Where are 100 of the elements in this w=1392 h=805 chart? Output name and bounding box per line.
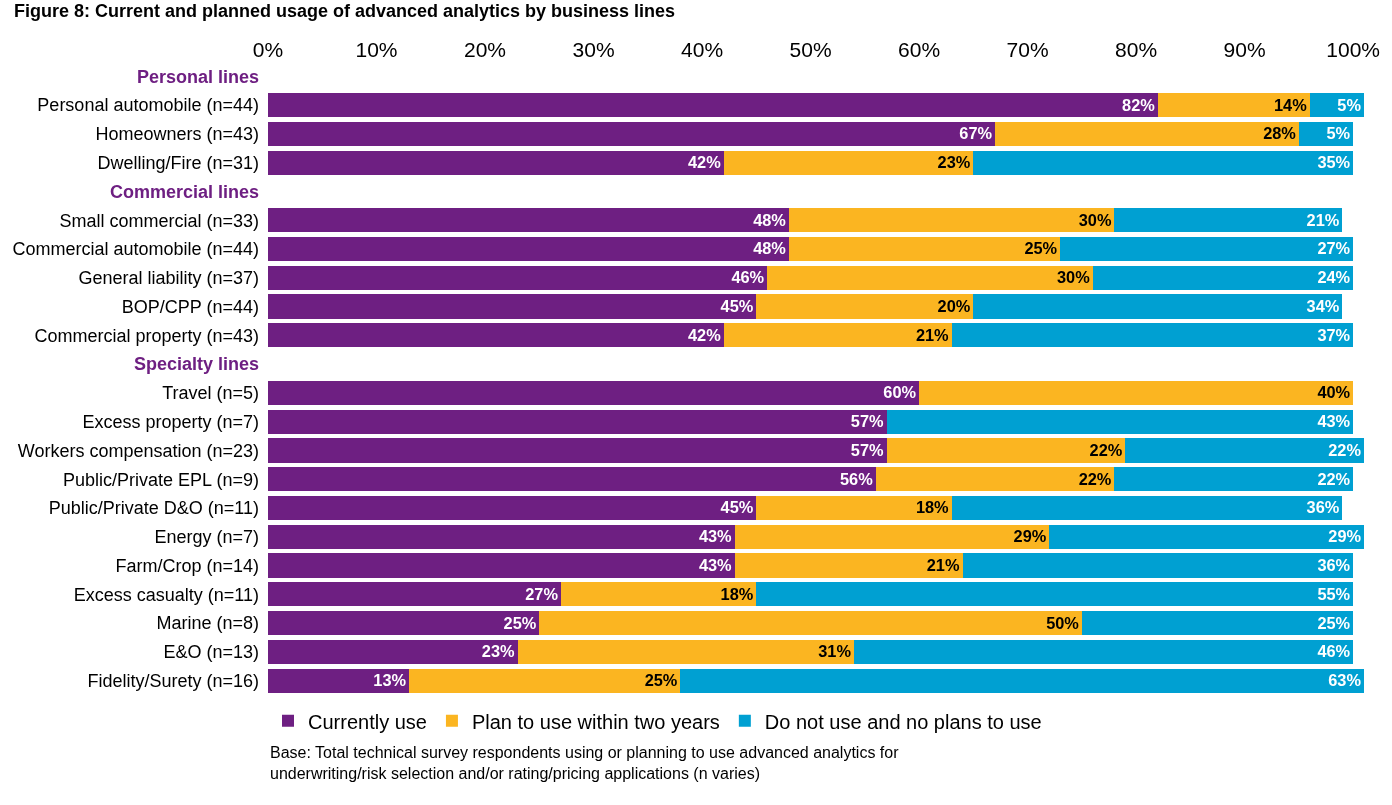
bar (268, 294, 757, 319)
bar (517, 639, 854, 664)
data-label: 67% (959, 124, 993, 143)
data-label: 22% (1317, 469, 1351, 488)
data-label: 5% (1337, 95, 1362, 114)
data-label: 35% (1317, 153, 1351, 172)
y-tick-label: Workers compensation (n=23) (17, 440, 259, 461)
data-label: 29% (1013, 527, 1047, 546)
data-label: 30% (1056, 268, 1091, 287)
data-label: 50% (1046, 613, 1080, 632)
bar (788, 208, 1115, 233)
data-label: 25% (644, 671, 678, 690)
data-label: 34% (1306, 297, 1340, 316)
y-tick-label: Public/Private EPL (n=9) (63, 469, 259, 490)
bar (268, 121, 996, 147)
bar (268, 582, 561, 607)
bar (767, 265, 1093, 290)
data-label: 40% (1317, 383, 1351, 402)
data-label: 60% (883, 383, 917, 402)
data-label: 42% (688, 325, 722, 344)
bar (268, 93, 1158, 118)
y-tick-label: Travel (n=5) (162, 383, 259, 404)
bar (1114, 208, 1343, 233)
bar (268, 208, 789, 233)
y-tick-label: Farm/Crop (n=14) (115, 555, 259, 576)
bar (853, 639, 1354, 664)
bar (1125, 438, 1364, 463)
x-tick-label: 40% (681, 37, 724, 61)
bar (268, 438, 887, 463)
data-label: 25% (1024, 239, 1058, 258)
data-label: 43% (1317, 412, 1351, 431)
x-tick-label: 90% (1223, 37, 1266, 61)
data-label: 43% (698, 555, 733, 574)
data-label: 48% (753, 239, 787, 258)
bar (539, 610, 1082, 636)
y-tick-label: Excess casualty (n=11) (73, 584, 259, 605)
bar (734, 553, 963, 578)
bar (1081, 610, 1354, 636)
y-tick-label: Commercial property (n=43) (34, 325, 259, 346)
bar (268, 380, 920, 405)
data-label: 24% (1317, 268, 1351, 287)
data-label: 30% (1078, 210, 1112, 229)
data-label: 43% (698, 527, 733, 546)
data-label: 57% (850, 412, 884, 431)
y-tick-label: E&O (n=13) (163, 642, 259, 663)
y-tick-label: Specialty lines (133, 354, 259, 375)
bar (886, 409, 1354, 434)
bar (268, 668, 410, 693)
data-label: 82% (1122, 95, 1156, 114)
bar (268, 610, 540, 636)
data-label: 46% (1317, 642, 1351, 661)
data-label: 28% (1263, 124, 1297, 143)
bar (995, 121, 1299, 147)
bar (680, 668, 1364, 693)
data-label: 21% (926, 555, 960, 574)
data-label: 55% (1317, 584, 1351, 603)
bar (268, 409, 887, 434)
bar (756, 495, 952, 521)
data-label: 48% (753, 210, 787, 229)
legend-label: Currently use (308, 710, 427, 733)
x-tick-label: 60% (898, 37, 941, 61)
bar (268, 150, 724, 175)
x-tick-label: 20% (464, 37, 507, 61)
bar (268, 467, 876, 492)
data-label: 23% (481, 642, 516, 661)
bar (1049, 524, 1364, 549)
bar (951, 323, 1354, 348)
y-tick-label: Commercial lines (109, 181, 259, 202)
data-label: 27% (1317, 239, 1351, 258)
y-tick-label: Energy (n=7) (154, 527, 259, 548)
x-tick-label: 10% (355, 37, 398, 61)
chart-title: Figure 8: Current and planned usage of advanced analytics by business lines (13, 0, 676, 21)
text: Base: Total technical survey respondents using or planning to use advanced analytics for underwriting/risk selection and/or rating/pricing applications (n varies) (270, 744, 900, 782)
data-label: 29% (1328, 527, 1362, 546)
data-label: 23% (937, 153, 971, 172)
data-label: 22% (1089, 440, 1123, 459)
bar (268, 236, 789, 262)
y-tick-label: Personal lines (136, 66, 259, 87)
bar (1157, 93, 1310, 118)
data-label: 14% (1274, 95, 1308, 114)
data-label: 46% (731, 268, 765, 287)
y-tick-label: Personal automobile (n=44) (37, 95, 259, 116)
bar (951, 495, 1343, 521)
bar (756, 294, 974, 319)
bar (723, 150, 974, 175)
data-label: 45% (720, 498, 754, 517)
bar (268, 524, 735, 549)
bar (723, 323, 952, 348)
x-tick-label: 0% (252, 37, 284, 61)
y-tick-label: Dwelling/Fire (n=31) (97, 153, 259, 173)
data-label: 56% (839, 469, 874, 488)
bar (734, 524, 1050, 549)
data-label: 36% (1306, 498, 1340, 517)
bar (886, 438, 1126, 463)
data-label: 45% (720, 297, 754, 316)
bar (973, 294, 1343, 319)
bar (268, 495, 757, 521)
data-label: 20% (937, 297, 971, 316)
data-label: 37% (1317, 325, 1351, 344)
data-label: 18% (720, 584, 754, 603)
